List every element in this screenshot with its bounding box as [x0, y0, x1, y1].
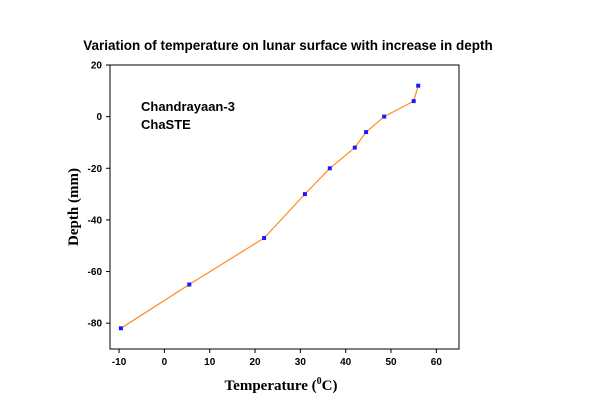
x-axis-label: Temperature (0C) [225, 376, 338, 394]
annotation-mission: Chandrayaan-3 [141, 99, 235, 114]
x-tick-label: 30 [295, 357, 307, 368]
x-tick-label: 60 [431, 357, 443, 368]
y-tick-label: -20 [88, 164, 103, 175]
x-axis-label-superscript: 0 [317, 376, 322, 387]
data-point [327, 166, 332, 171]
series-line [120, 85, 419, 329]
x-tick-label: 20 [249, 357, 261, 368]
x-axis-label-main: Temperature ( [225, 378, 317, 394]
data-point [364, 130, 369, 135]
data-point [187, 282, 192, 287]
x-tick-label: -10 [112, 357, 127, 368]
data-point [302, 192, 307, 197]
x-tick-label: 50 [385, 357, 397, 368]
x-tick-label: 0 [162, 357, 168, 368]
y-tick-label: 20 [91, 61, 103, 72]
x-axis-label-end: C) [322, 378, 338, 394]
data-point [262, 236, 267, 240]
y-tick-label: -80 [88, 319, 103, 330]
data-point [416, 83, 421, 88]
x-axis-ticks: -10 0 10 20 30 40 50 60 [112, 349, 442, 368]
data-point [411, 99, 416, 104]
x-tick-label: 10 [204, 357, 216, 368]
y-axis-ticks: 20 0 -20 -40 -60 -80 [88, 61, 110, 330]
data-point [352, 145, 357, 150]
data-point [118, 326, 123, 331]
y-tick-label: -60 [88, 267, 103, 278]
data-point [382, 114, 387, 119]
y-axis-label: Depth (mm) [66, 168, 82, 246]
y-tick-label: 0 [96, 112, 102, 123]
y-tick-label: -40 [88, 215, 103, 226]
series-group [118, 83, 421, 331]
chart-title: Variation of temperature on lunar surfac… [83, 38, 493, 53]
annotation-instrument: ChaSTE [141, 117, 191, 132]
x-tick-label: 40 [340, 357, 352, 368]
plot-frame [109, 64, 460, 350]
